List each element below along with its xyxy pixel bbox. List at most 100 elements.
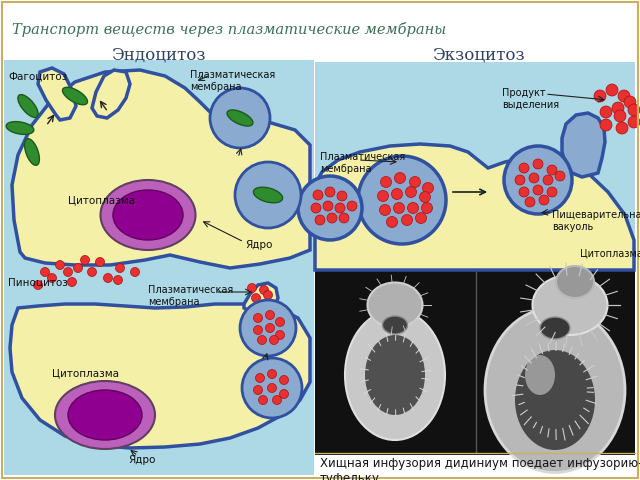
Circle shape (325, 187, 335, 197)
Circle shape (327, 213, 337, 223)
Text: Цитоплазма: Цитоплазма (52, 368, 119, 378)
Circle shape (323, 201, 333, 211)
Circle shape (408, 203, 419, 214)
Circle shape (422, 203, 433, 214)
Polygon shape (18, 95, 38, 118)
Polygon shape (10, 304, 310, 448)
Polygon shape (12, 70, 310, 268)
Circle shape (547, 165, 557, 175)
Circle shape (253, 385, 262, 395)
Text: Плазматическая
мембрана: Плазматическая мембрана (148, 285, 233, 307)
Text: Пиноцитоз: Пиноцитоз (8, 278, 68, 288)
Polygon shape (562, 113, 605, 177)
Circle shape (131, 267, 140, 276)
Circle shape (422, 182, 433, 193)
Circle shape (315, 215, 325, 225)
Text: Цитоплазма: Цитоплазма (580, 248, 640, 258)
Text: Цитоплазма: Цитоплазма (68, 195, 135, 205)
Circle shape (257, 336, 266, 345)
Ellipse shape (55, 381, 155, 449)
Circle shape (612, 102, 624, 114)
Text: Пищеварительная
вакуоль: Пищеварительная вакуоль (552, 210, 640, 232)
Circle shape (533, 185, 543, 195)
Circle shape (618, 90, 630, 102)
Circle shape (275, 331, 285, 339)
Circle shape (266, 311, 275, 320)
Circle shape (504, 146, 572, 214)
Circle shape (406, 187, 417, 197)
Circle shape (255, 373, 264, 383)
Circle shape (547, 187, 557, 197)
Ellipse shape (485, 308, 625, 472)
Circle shape (419, 192, 431, 203)
Circle shape (210, 88, 270, 148)
Circle shape (88, 267, 97, 276)
Circle shape (606, 84, 618, 96)
Circle shape (387, 216, 397, 228)
Circle shape (240, 300, 296, 356)
Circle shape (515, 175, 525, 185)
Circle shape (95, 257, 104, 266)
Text: Ядро: Ядро (128, 455, 156, 465)
Circle shape (313, 190, 323, 200)
Circle shape (394, 172, 406, 183)
Circle shape (335, 203, 345, 213)
Circle shape (539, 195, 549, 205)
Ellipse shape (525, 355, 555, 395)
Text: Эндоцитоз: Эндоцитоз (111, 47, 205, 64)
Circle shape (113, 276, 122, 285)
Ellipse shape (100, 180, 195, 250)
Circle shape (380, 204, 390, 216)
Ellipse shape (113, 190, 183, 240)
Text: Фагоцитоз: Фагоцитоз (8, 72, 67, 82)
Circle shape (339, 213, 349, 223)
Circle shape (275, 317, 285, 326)
Circle shape (410, 177, 420, 188)
Circle shape (624, 96, 636, 108)
Circle shape (401, 215, 413, 226)
Circle shape (273, 396, 282, 405)
Text: Плазматическая
мембрана: Плазматическая мембрана (320, 152, 405, 174)
Ellipse shape (68, 390, 142, 440)
Circle shape (628, 104, 640, 116)
Circle shape (253, 325, 262, 335)
Ellipse shape (345, 310, 445, 440)
Ellipse shape (365, 335, 425, 415)
Circle shape (56, 261, 65, 269)
Circle shape (381, 177, 392, 188)
Polygon shape (6, 121, 34, 134)
Circle shape (280, 389, 289, 398)
FancyBboxPatch shape (315, 60, 635, 155)
Circle shape (104, 274, 113, 283)
Circle shape (235, 162, 301, 228)
Circle shape (298, 176, 362, 240)
Text: Продукт
выделения: Продукт выделения (502, 88, 559, 109)
Ellipse shape (383, 316, 408, 334)
Circle shape (525, 197, 535, 207)
Circle shape (616, 122, 628, 134)
Circle shape (252, 293, 260, 302)
Circle shape (266, 324, 275, 333)
Circle shape (519, 187, 529, 197)
Circle shape (600, 106, 612, 118)
FancyBboxPatch shape (315, 62, 635, 270)
Text: Плазматическая
мембрана: Плазматическая мембрана (190, 70, 275, 92)
Circle shape (268, 370, 276, 379)
Polygon shape (253, 187, 283, 203)
Circle shape (264, 290, 273, 300)
Circle shape (337, 191, 347, 201)
Circle shape (555, 171, 565, 181)
Circle shape (347, 201, 357, 211)
Ellipse shape (556, 266, 594, 298)
Circle shape (74, 264, 83, 273)
Circle shape (358, 156, 446, 244)
Text: Хищная инфузория дидиниум поедает инфузорию-
туфельку: Хищная инфузория дидиниум поедает инфузо… (320, 457, 640, 480)
Ellipse shape (367, 283, 422, 327)
FancyBboxPatch shape (4, 60, 314, 475)
Circle shape (242, 358, 302, 418)
Polygon shape (24, 139, 40, 165)
Polygon shape (92, 70, 130, 118)
Circle shape (40, 267, 49, 276)
Circle shape (394, 203, 404, 214)
Circle shape (115, 264, 125, 273)
